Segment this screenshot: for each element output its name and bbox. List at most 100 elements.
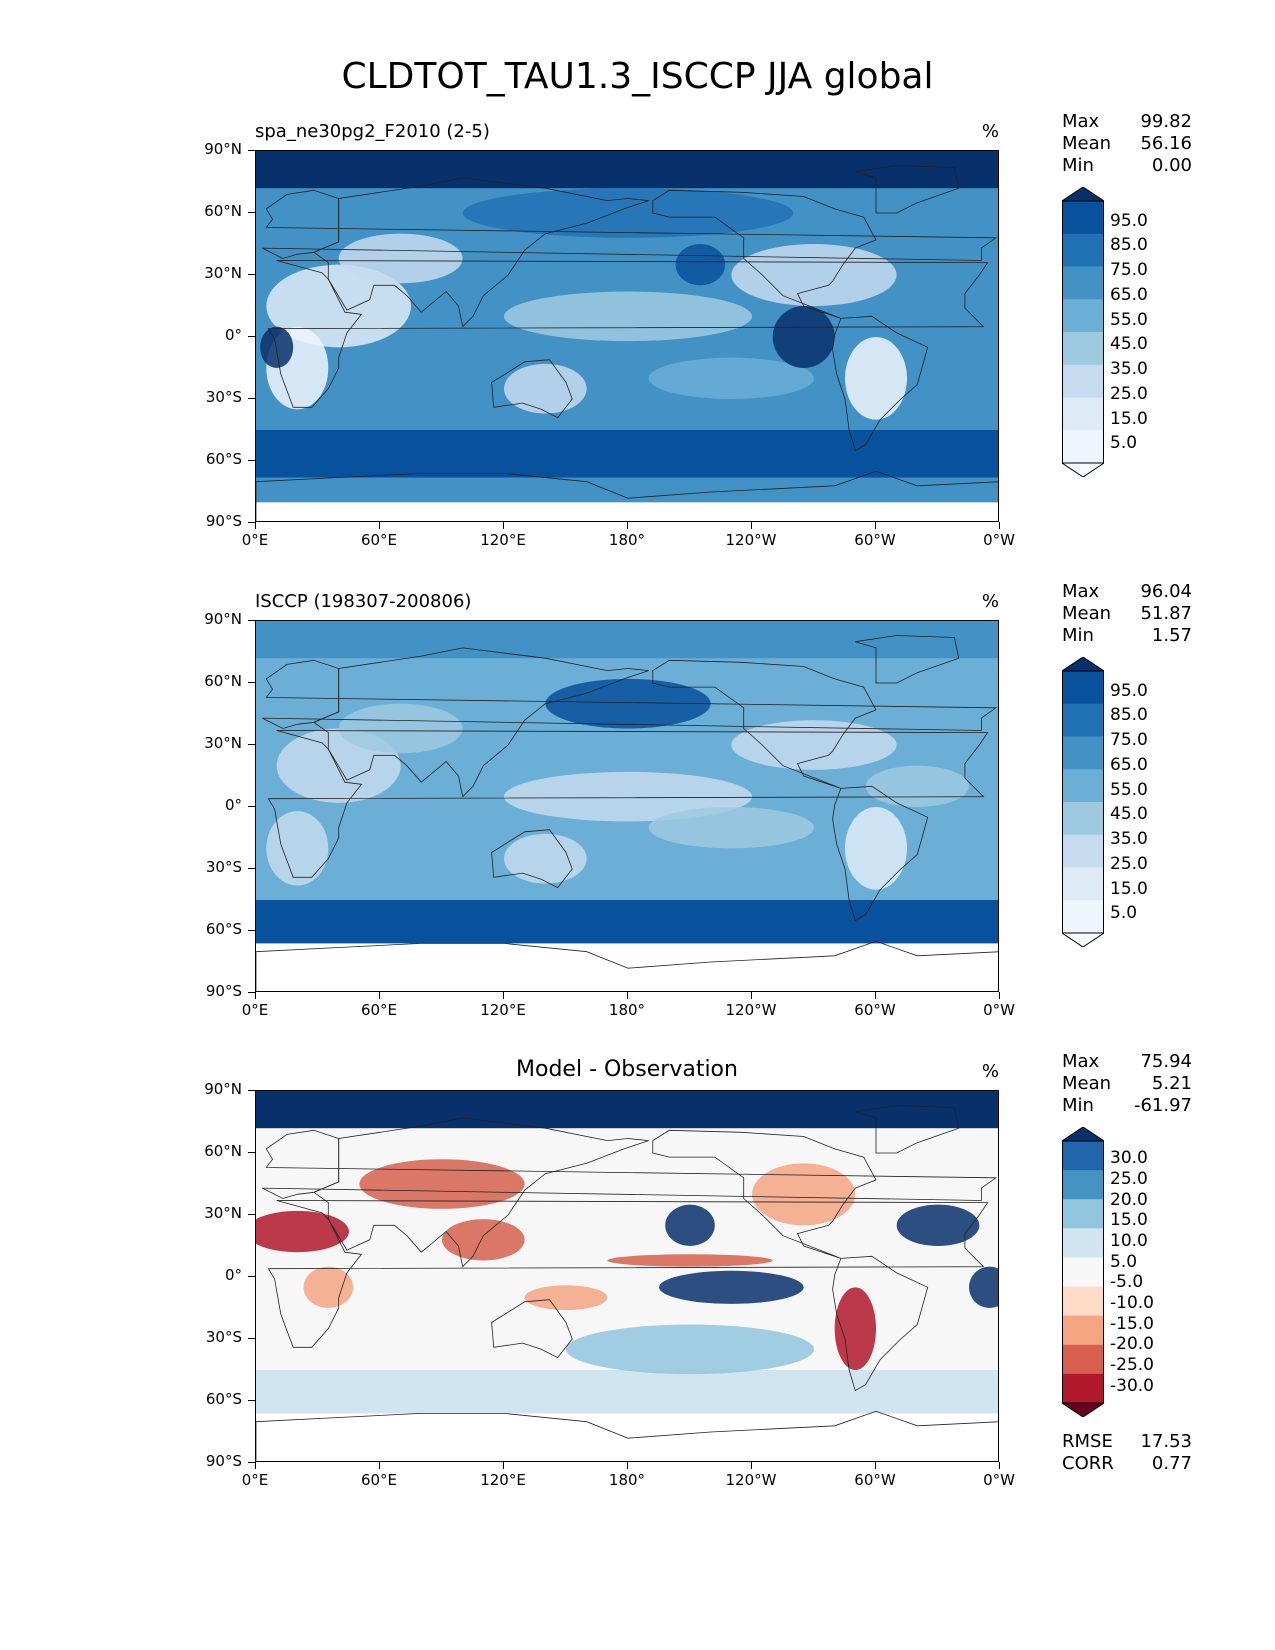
stat-max: Max 96.04 [1062,581,1192,603]
field-blob [665,1204,715,1246]
colorbar-segment [1062,736,1104,770]
field-blob [524,1285,608,1311]
stat-value: -61.97 [1133,1095,1192,1116]
coastline-antarctica [256,470,998,521]
y-tick-mark [248,1152,255,1153]
stat-value: 96.04 [1140,581,1192,602]
x-tick-mark [751,1462,752,1469]
field-blob [648,357,814,399]
field-blob [504,833,587,884]
coastline-africa [267,260,989,408]
y-tick-label: 30°S [205,858,242,876]
y-tick-label: 60°S [205,920,242,938]
field-south-band [256,430,998,478]
field-blob [845,337,907,420]
field-blob [731,244,897,306]
coastline-asia [313,647,649,798]
x-tick-label: 0°W [983,531,1015,549]
stat-label: Min [1062,625,1094,646]
coastline-africa [267,730,989,878]
x-tick-label: 60°E [360,531,398,549]
colorbar-tick-label: 5.0 [1110,1251,1138,1272]
colorbar-tick-label: -20.0 [1110,1334,1154,1355]
field-blob [504,363,587,414]
coastline-asia [313,177,649,328]
y-tick-mark [248,992,255,993]
x-tick-mark [875,522,876,529]
field-blob [648,807,814,849]
x-tick-mark [379,992,380,999]
colorbar-tick-label: 45.0 [1110,334,1148,355]
colorbar-tick-label: 5.0 [1110,433,1138,454]
colorbar-segment [1062,867,1104,901]
panel-title: ISCCP (198307-200806) [255,591,472,612]
colorbar-tick-label: 55.0 [1110,779,1148,800]
x-tick-mark [999,522,1000,529]
field-north-band [256,1091,998,1129]
colorbar-tick-label: 10.0 [1110,1231,1148,1252]
stat-value: 1.57 [1151,625,1192,646]
colorbar-extend-bottom [1062,462,1104,477]
colorbar-tick-label: -30.0 [1110,1375,1154,1396]
x-tick-mark [503,992,504,999]
field-blob [659,1270,804,1304]
y-tick-mark [248,1400,255,1401]
field-blob [338,703,463,754]
colorbar-segment [1062,671,1104,705]
units-label: % [981,121,999,142]
stat-label: Max [1062,1051,1100,1072]
x-tick-label: 0°W [983,1001,1015,1019]
stat-mean: Mean 56.16 [1062,133,1192,155]
coastline-europe [262,659,998,731]
y-tick-label: 60°S [205,1390,242,1408]
polar-cap [256,502,998,521]
units-label: % [981,1061,999,1082]
field-blob [607,1254,773,1267]
colorbar-segment [1062,1373,1104,1404]
metric-label: CORR [1062,1453,1114,1474]
panel-difference: Model - Observation % 90°N 60°N 30°N 0° 30°S… [0,1051,1275,1521]
stats-box: Max 96.04 Mean 51.87 Min 1.57 [1062,581,1192,647]
stat-min: Min -61.97 [1062,1095,1192,1117]
colorbar-frame [1062,1140,1104,1404]
panel-model: spa_ne30pg2_F2010 (2-5) % 90°N 60°N 30°N 0°… [0,111,1275,581]
colorbar-tick-label: 65.0 [1110,284,1148,305]
colorbar-segment [1062,1344,1104,1375]
colorbar-segment [1062,1170,1104,1200]
colorbar-segment [1062,802,1104,836]
stat-value: 75.94 [1140,1051,1192,1072]
colorbar-tick-label: -10.0 [1110,1292,1154,1313]
stat-min: Min 1.57 [1062,625,1192,647]
figure-title: CLDTOT_TAU1.3_ISCCP JJA global [341,56,934,97]
colorbar-segment [1062,1257,1104,1288]
colorbar-segment [1062,430,1104,464]
x-tick-mark [999,992,1000,999]
colorbar [1062,187,1104,477]
field-blob [545,678,711,729]
metric-label: RMSE [1062,1431,1113,1452]
metric-rmse: RMSE 17.53 [1062,1431,1192,1453]
colorbar-tick-label: 25.0 [1110,1169,1148,1190]
x-tick-mark [627,992,628,999]
colorbar-segment [1062,299,1104,333]
stat-label: Max [1062,581,1100,602]
field-blob [442,1219,525,1261]
colorbar-extend-top [1062,187,1104,202]
panel-title: Model - Observation [516,1057,738,1082]
x-tick-label: 120°W [725,1471,777,1489]
x-tick-label: 120°E [480,1001,526,1019]
x-tick-mark [255,992,256,999]
y-tick-mark [248,744,255,745]
coastline-samerica [832,1255,929,1392]
stat-value: 56.16 [1140,133,1192,154]
colorbar-frame [1062,200,1104,464]
map-svg [256,621,998,991]
y-tick-mark [248,398,255,399]
coastline-australia [491,1299,573,1359]
x-tick-label: 120°W [725,531,777,549]
x-tick-label: 0°W [983,1471,1015,1489]
y-tick-mark [248,868,255,869]
field-blob [834,1287,876,1370]
colorbar-tick-label: 65.0 [1110,754,1148,775]
coastline-australia [491,359,573,419]
